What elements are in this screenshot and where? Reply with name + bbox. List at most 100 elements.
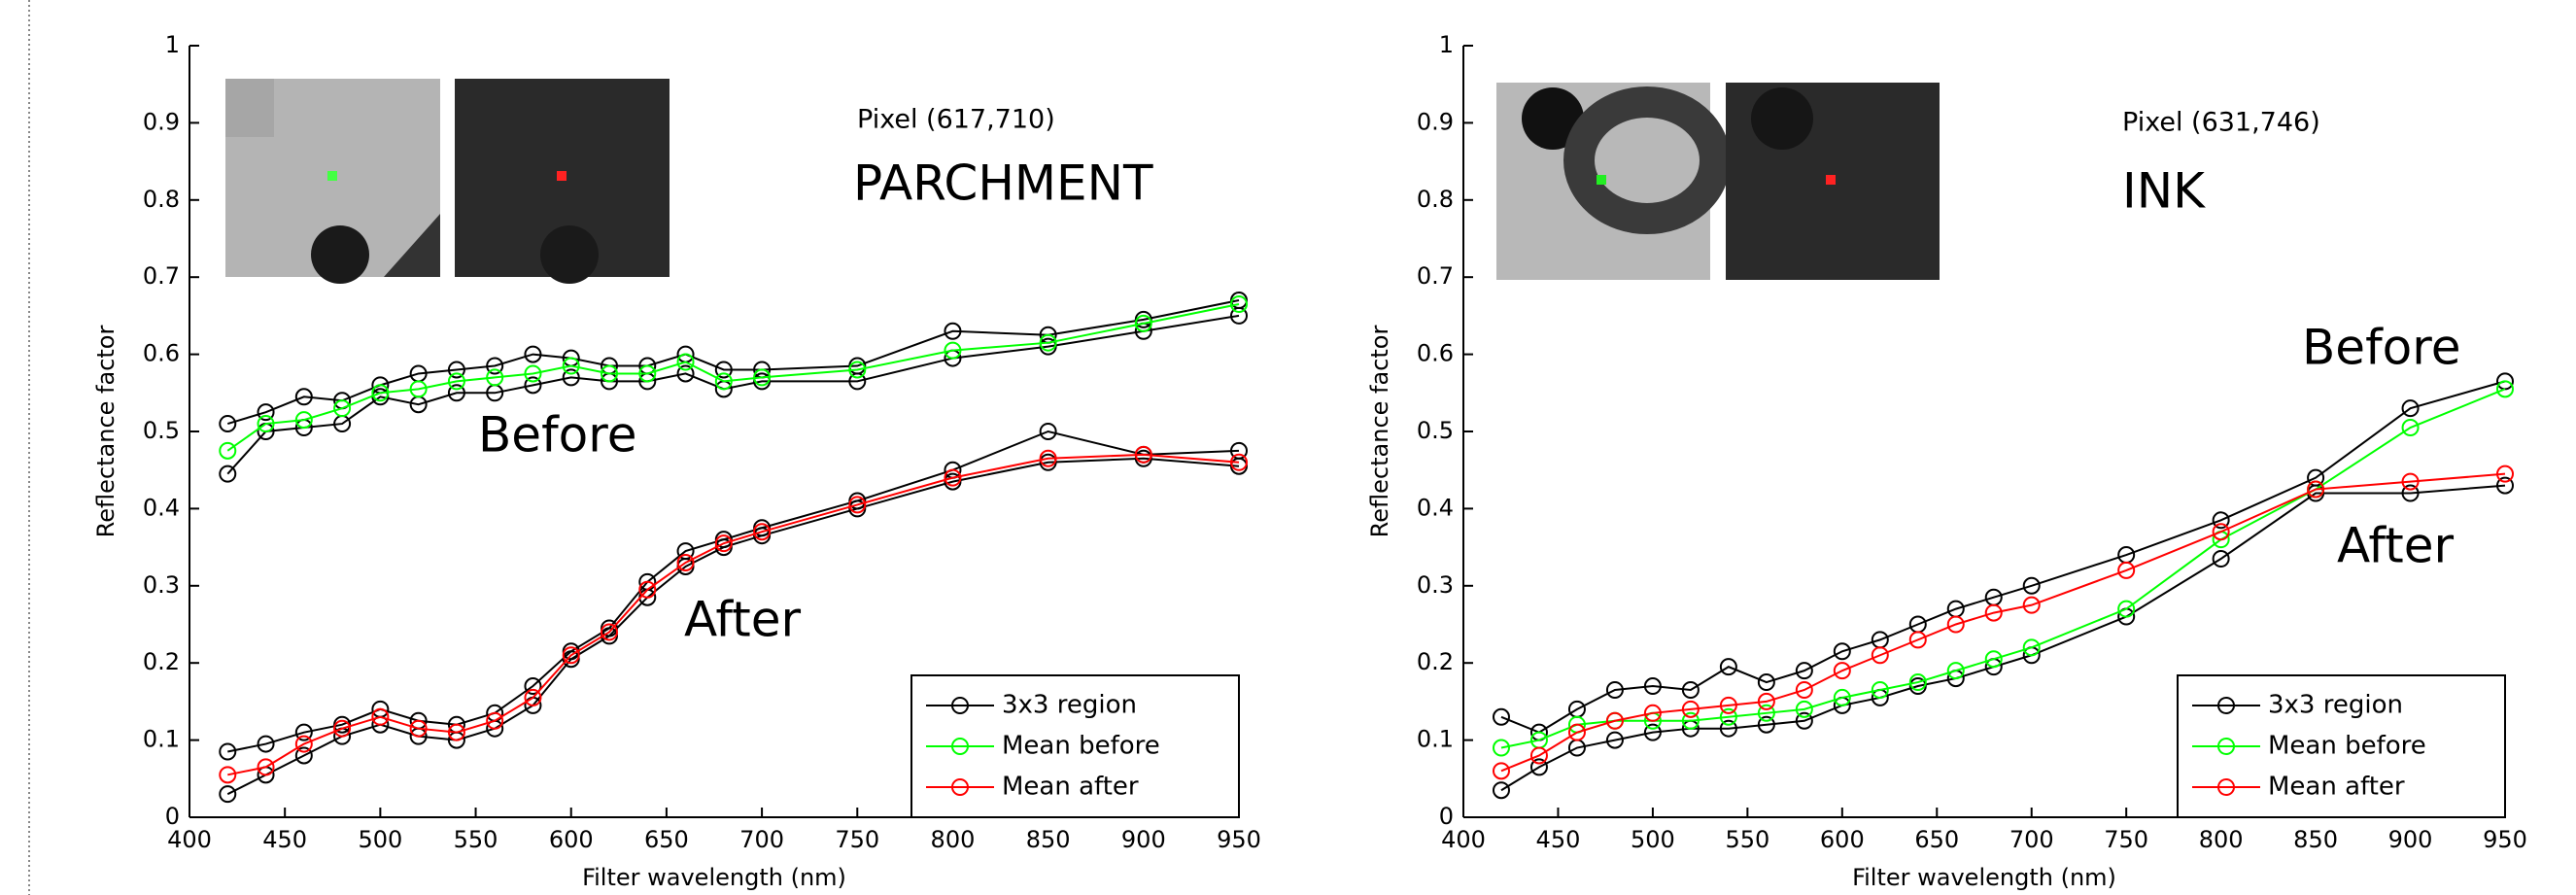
x-tick-label: 450: [1536, 826, 1581, 853]
marker: [1605, 680, 1624, 699]
marker: [2212, 523, 2230, 541]
y-tick-label: 0.5: [143, 417, 180, 444]
y-tick-label: 0.9: [1417, 108, 1454, 135]
x-tick-label: 900: [2388, 826, 2433, 853]
legend-marker: [2217, 738, 2235, 755]
marker: [219, 465, 237, 483]
annotation: Before: [478, 407, 636, 464]
marker: [1984, 650, 2003, 669]
marker: [1795, 680, 1813, 699]
y-tick-label: 0.4: [143, 494, 180, 521]
y-tick-label: 0.1: [1417, 726, 1454, 753]
marker: [333, 719, 352, 738]
legend-label: Mean after: [2268, 773, 2405, 802]
marker: [562, 357, 580, 375]
marker: [638, 364, 657, 383]
marker: [1719, 696, 1737, 714]
thumb-shade: [225, 79, 274, 137]
x-tick-label: 400: [167, 826, 212, 853]
marker: [944, 341, 962, 360]
marker: [524, 677, 542, 696]
series-line: [1500, 388, 2506, 749]
marker: [638, 580, 657, 599]
marker: [2401, 472, 2420, 491]
marker: [1946, 662, 1965, 680]
marker: [676, 364, 695, 383]
y-tick-label: 0.3: [143, 571, 180, 599]
series-line: [1500, 380, 2506, 734]
marker: [753, 523, 772, 541]
marker: [2496, 380, 2514, 398]
marker: [486, 368, 504, 387]
x-tick-label: 500: [1631, 826, 1675, 853]
marker: [219, 785, 237, 804]
y-tick-label: 0.6: [1417, 340, 1454, 367]
marker: [753, 368, 772, 387]
y-tick-label: 0: [165, 803, 180, 830]
marker: [1946, 615, 1965, 634]
marker: [1230, 306, 1248, 325]
marker: [1643, 704, 1662, 722]
marker: [1134, 445, 1152, 464]
marker: [944, 322, 962, 340]
x-tick-label: 800: [931, 826, 976, 853]
marker: [1230, 294, 1248, 313]
legend-label: Mean before: [1002, 732, 1160, 761]
marker: [1795, 662, 1813, 680]
x-tick-label: 950: [2483, 826, 2527, 853]
y-tick-label: 0.2: [143, 648, 180, 675]
marker: [294, 723, 313, 741]
marker: [2307, 480, 2325, 499]
series-line: [226, 314, 1240, 475]
x-tick-label: 600: [549, 826, 594, 853]
x-tick-label: 850: [1026, 826, 1071, 853]
marker: [524, 688, 542, 706]
marker: [2401, 484, 2420, 502]
legend-marker: [951, 778, 969, 796]
x-tick-label: 850: [2293, 826, 2338, 853]
y-axis-label: Reflectance factor: [1366, 326, 1393, 538]
thumb-pixel: [1826, 175, 1836, 185]
series-line: [227, 453, 1240, 776]
marker: [1719, 658, 1737, 676]
marker: [1643, 723, 1662, 741]
y-tick-label: 0.3: [1417, 571, 1454, 599]
marker: [1230, 453, 1248, 471]
x-tick-label: 750: [835, 826, 879, 853]
marker: [294, 388, 313, 406]
y-tick-label: 0.5: [1417, 417, 1454, 444]
marker: [447, 384, 465, 402]
marker: [2496, 465, 2514, 483]
series-line: [1500, 472, 2506, 773]
marker: [219, 766, 237, 784]
marker: [1039, 423, 1057, 440]
x-tick-label: 800: [2199, 826, 2244, 853]
marker: [524, 345, 542, 363]
marker: [447, 361, 465, 379]
marker: [1605, 711, 1624, 730]
marker: [2022, 638, 2041, 657]
marker: [676, 553, 695, 571]
marker: [848, 372, 867, 391]
marker: [1757, 692, 1775, 710]
legend-label: Mean after: [1002, 773, 1139, 802]
marker: [371, 707, 390, 726]
marker: [1605, 731, 1624, 749]
annotation: Pixel (617,710): [857, 105, 1055, 135]
y-tick-label: 0.9: [143, 108, 180, 135]
marker: [486, 357, 504, 375]
marker: [409, 380, 428, 398]
marker: [1719, 707, 1737, 726]
marker: [1492, 762, 1510, 780]
marker: [1908, 631, 1927, 649]
x-tick-label: 550: [1725, 826, 1769, 853]
marker: [1039, 333, 1057, 352]
marker: [1908, 673, 1927, 692]
legend-marker: [951, 738, 969, 755]
marker: [1039, 449, 1057, 467]
x-tick-label: 450: [262, 826, 307, 853]
marker: [1567, 723, 1586, 741]
legend-label: 3x3 region: [2268, 691, 2403, 720]
marker: [294, 735, 313, 753]
legend-label: 3x3 region: [1002, 691, 1137, 720]
